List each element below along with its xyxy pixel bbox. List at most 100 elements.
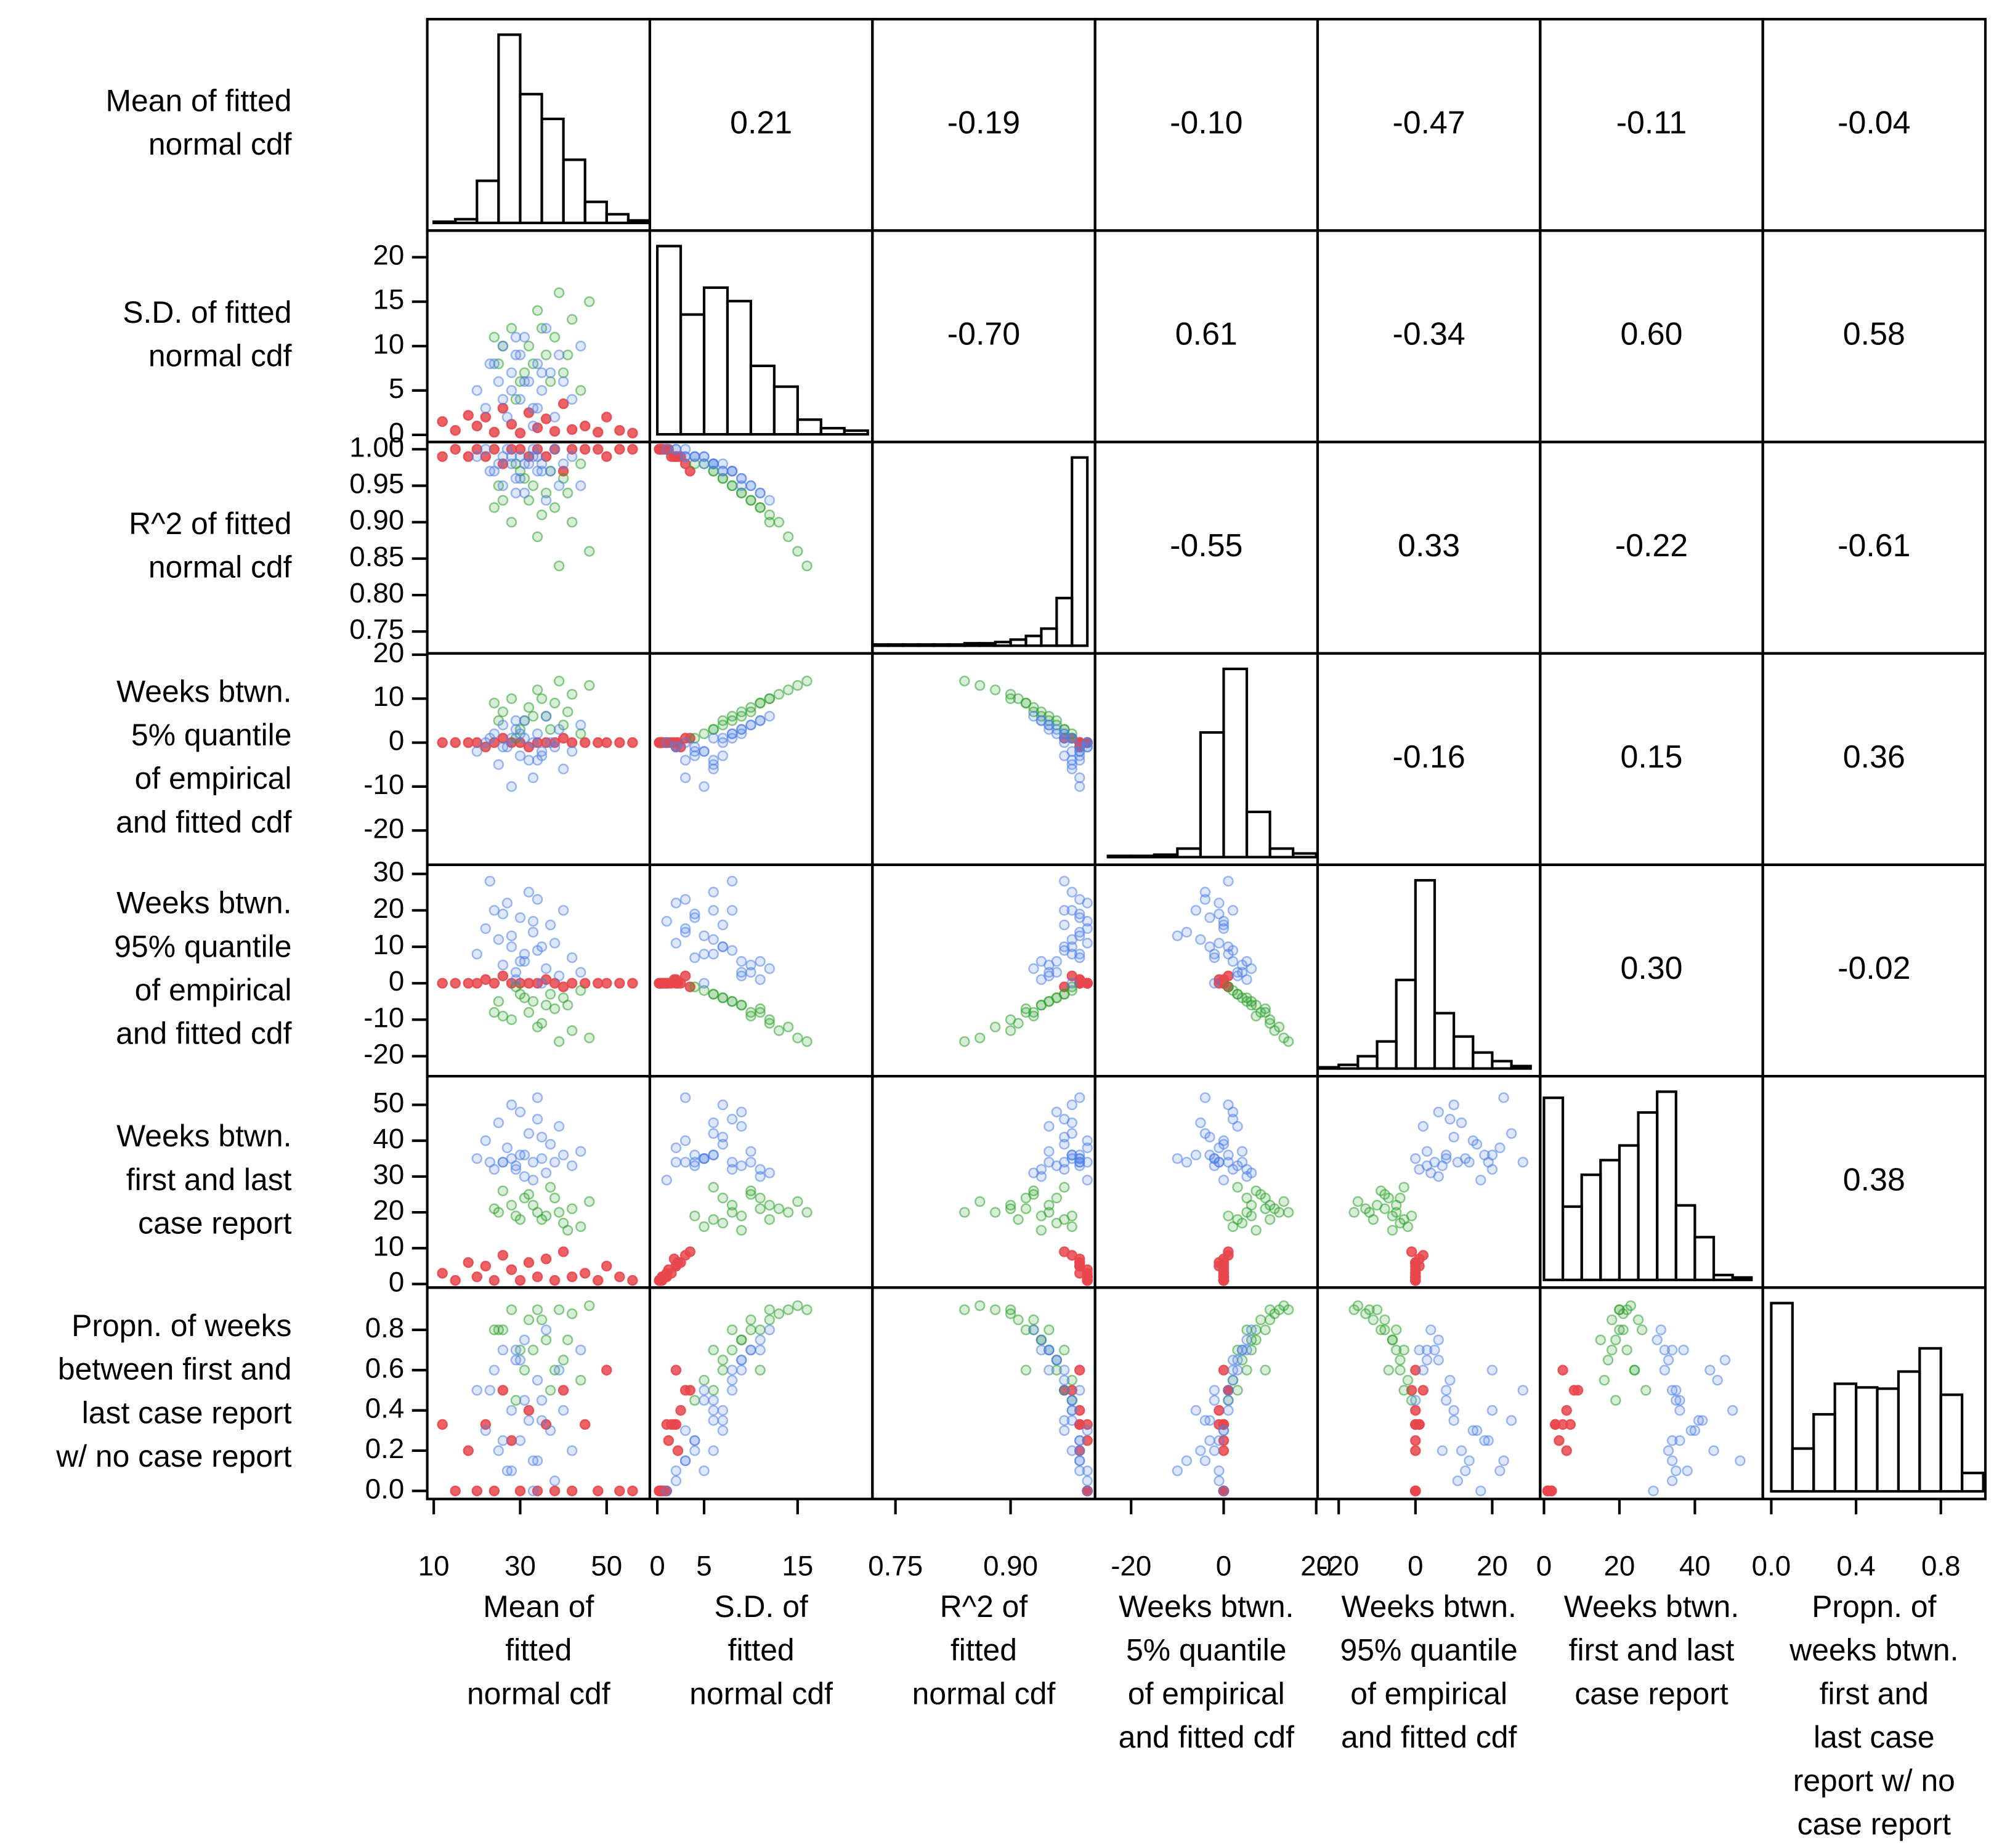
scatter-point (562, 1334, 573, 1345)
scatter-point (1606, 1344, 1618, 1356)
scatter-point (1368, 1214, 1379, 1225)
scatter-point (540, 1334, 552, 1345)
scatter-point (488, 697, 500, 709)
scatter-point (553, 560, 565, 572)
scatter-point (437, 737, 448, 748)
scatter-point (497, 970, 509, 982)
scatter-point (1082, 1135, 1093, 1146)
scatter-point (506, 367, 517, 378)
scatter-point (1406, 1385, 1417, 1396)
scatter-point (1464, 1455, 1475, 1467)
scatter-point (1218, 1257, 1230, 1268)
scatter-point (699, 1385, 710, 1396)
scatter-point (670, 741, 682, 753)
histogram-bar (1453, 1035, 1475, 1070)
scatter-point (1074, 1445, 1085, 1456)
scatter-point (1348, 1304, 1360, 1315)
scatter-point (488, 444, 500, 455)
scatter-point (726, 1164, 738, 1175)
scatter-point (708, 1415, 719, 1426)
scatter-point (736, 1160, 747, 1172)
scatter-point (745, 1344, 756, 1356)
scatter-point (1059, 941, 1070, 952)
x-tick-label: -20 (1318, 1550, 1359, 1582)
scatter-point (584, 546, 595, 557)
scatter-point (1483, 1156, 1494, 1168)
scatter-point (745, 959, 756, 971)
panel-border (648, 440, 874, 655)
scatter-point (1028, 1185, 1039, 1196)
y-tick-label: 30 (373, 856, 404, 888)
scatter-point (519, 732, 530, 744)
scatter-point (699, 1465, 710, 1477)
scatter-point (1260, 1003, 1271, 1015)
scatter-point (497, 719, 509, 731)
scatter-point (755, 974, 766, 985)
y-tick-label: 0 (389, 417, 404, 448)
scatter-point (1250, 1185, 1262, 1196)
scatter-point (1195, 1445, 1206, 1456)
scatter-point (1648, 1485, 1659, 1497)
correlation-label: 0.15 (1620, 739, 1682, 775)
scatter-point (1414, 1164, 1425, 1175)
scatter-point (661, 1419, 673, 1430)
histogram-bar (1268, 847, 1295, 859)
scatter-point (1448, 1415, 1459, 1426)
scatter-point (1020, 1007, 1032, 1018)
scatter-point (1066, 1210, 1077, 1222)
scatter-point (527, 480, 539, 492)
scatter-point (1398, 1181, 1409, 1193)
column-label: fitted (505, 1633, 572, 1668)
scatter-point (536, 1214, 548, 1225)
histogram-bar (1395, 978, 1417, 1070)
scatter-point (708, 1395, 719, 1406)
scatter-point (1020, 697, 1032, 709)
scatter-point (450, 425, 461, 436)
scatter-point (601, 1364, 612, 1376)
scatter-point (1610, 1334, 1621, 1345)
scatter-point (764, 1314, 776, 1326)
scatter-point (661, 1485, 673, 1497)
scatter-point (679, 970, 691, 982)
scatter-point (545, 466, 556, 477)
scatter-point (672, 1257, 684, 1268)
scatter-point (1044, 1344, 1055, 1356)
scatter-point (510, 981, 522, 992)
column-label: report w/ no (1793, 1763, 1955, 1797)
scatter-point (1051, 955, 1063, 967)
scatter-point (1066, 1149, 1077, 1161)
scatter-point (484, 466, 496, 477)
scatter-point (1035, 1225, 1047, 1236)
scatter-point (1255, 1314, 1266, 1326)
scatter-point (1051, 1106, 1063, 1117)
scatter-point (1232, 989, 1243, 1000)
scatter-point (717, 1099, 729, 1111)
scatter-point (717, 750, 729, 761)
histogram-bar (476, 179, 500, 224)
scatter-point (536, 1153, 548, 1164)
scatter-point (975, 680, 986, 691)
scatter-point (557, 458, 569, 469)
scatter-point (523, 978, 535, 989)
scatter-point (1051, 1355, 1063, 1366)
scatter-point (593, 737, 604, 748)
scatter-point (510, 974, 522, 985)
scatter-point (540, 323, 552, 334)
scatter-point (1433, 1334, 1444, 1345)
scatter-point (536, 367, 548, 378)
scatter-point (1486, 1364, 1498, 1376)
scatter-point (708, 732, 719, 744)
y-tick-label: 0.6 (365, 1352, 405, 1384)
column-label: 5% quantile (1126, 1633, 1286, 1668)
scatter-point (549, 502, 561, 513)
scatter-point (480, 444, 492, 455)
scatter-point (1190, 1404, 1202, 1416)
scatter-point (562, 1225, 573, 1236)
scatter-point (497, 959, 509, 971)
y-tick-label: 40 (373, 1123, 404, 1154)
scatter-point (527, 1485, 539, 1497)
histogram-bar (1176, 847, 1202, 859)
scatter-point (553, 349, 565, 360)
scatter-point (726, 1207, 738, 1218)
scatter-point (726, 480, 738, 492)
